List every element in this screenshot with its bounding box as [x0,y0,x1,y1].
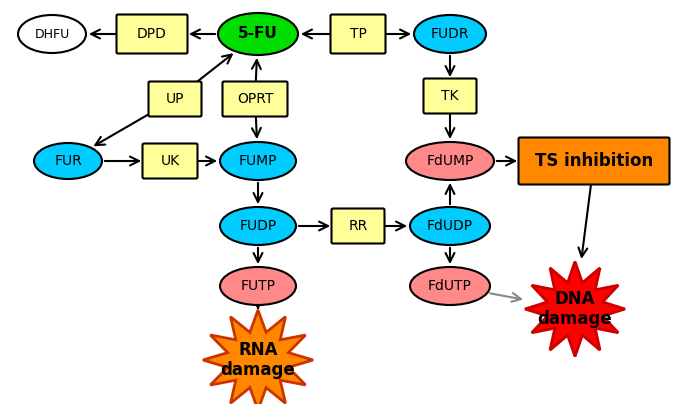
Text: DHFU: DHFU [34,27,70,40]
Ellipse shape [406,142,494,180]
FancyBboxPatch shape [331,15,385,53]
Text: FdUTP: FdUTP [428,279,472,293]
FancyBboxPatch shape [331,208,385,244]
Text: RNA
damage: RNA damage [220,341,295,379]
Ellipse shape [218,13,298,55]
FancyBboxPatch shape [143,143,198,179]
Text: FdUMP: FdUMP [426,154,474,168]
Ellipse shape [220,207,296,245]
Text: UP: UP [166,92,184,106]
Text: TK: TK [441,89,459,103]
Text: 5-FU: 5-FU [238,27,278,42]
FancyBboxPatch shape [149,82,201,116]
Ellipse shape [18,15,86,53]
Ellipse shape [414,15,486,53]
Text: OPRT: OPRT [237,92,273,106]
Text: TS inhibition: TS inhibition [535,152,653,170]
Text: FUDP: FUDP [239,219,277,233]
Ellipse shape [410,207,490,245]
Polygon shape [525,261,625,356]
Text: UK: UK [160,154,179,168]
FancyBboxPatch shape [117,15,188,53]
Ellipse shape [220,142,296,180]
Text: DPD: DPD [137,27,167,41]
Ellipse shape [34,143,102,179]
Polygon shape [203,310,313,404]
Text: RR: RR [349,219,368,233]
FancyBboxPatch shape [222,82,288,116]
Text: FUDR: FUDR [431,27,469,41]
FancyBboxPatch shape [424,78,477,114]
Text: FUTP: FUTP [241,279,276,293]
Text: DNA
damage: DNA damage [537,290,612,328]
Text: FUR: FUR [54,154,82,168]
Text: FUMP: FUMP [239,154,278,168]
Ellipse shape [410,267,490,305]
Ellipse shape [220,267,296,305]
FancyBboxPatch shape [518,137,670,185]
Text: FdUDP: FdUDP [427,219,473,233]
Text: TP: TP [350,27,366,41]
